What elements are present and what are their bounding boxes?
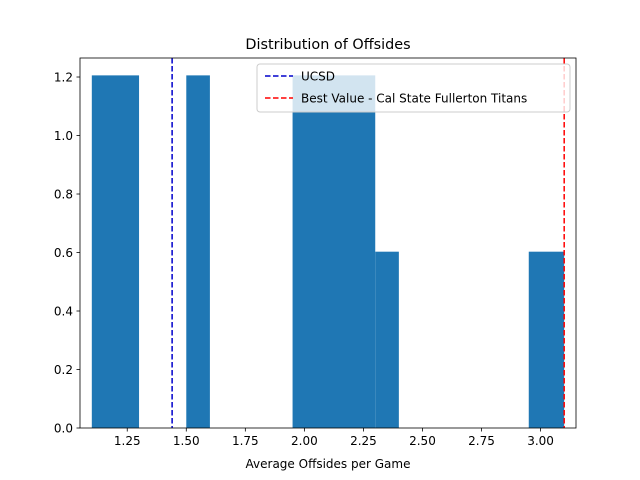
- histogram-bar-5: [375, 251, 399, 428]
- y-axis: 0.0 0.2 0.4 0.6 0.8 1.0 1.2: [54, 71, 80, 436]
- y-tick-label: 1.2: [54, 71, 73, 85]
- histogram-bar-2: [186, 75, 210, 429]
- x-tick-label: 2.25: [350, 434, 377, 448]
- x-tick-label: 2.50: [409, 434, 436, 448]
- x-tick-label: 1.25: [114, 434, 141, 448]
- x-tick-label: 1.75: [232, 434, 259, 448]
- legend-box: [256, 63, 571, 113]
- plot-frame: [79, 57, 577, 429]
- y-tick-label: 0.8: [54, 188, 73, 202]
- x-tick-label: 3.00: [527, 434, 554, 448]
- histogram-bar-4: [292, 75, 376, 429]
- x-tick-label: 2.75: [468, 434, 495, 448]
- y-tick-label: 0.6: [54, 246, 73, 260]
- x-tick-label: 1.50: [173, 434, 200, 448]
- legend-label-1: Best Value - Cal State Fullerton Titans: [301, 92, 527, 106]
- legend-label-0: UCSD: [301, 70, 335, 84]
- x-axis: 1.25 1.50 1.75 2.00 2.25 2.50 2.75 3.00: [114, 428, 554, 448]
- y-tick-label: 0.2: [54, 363, 73, 377]
- x-axis-label: Average Offsides per Game: [246, 457, 411, 471]
- y-tick-label: 0.0: [54, 422, 73, 436]
- x-tick-label: 2.00: [291, 434, 318, 448]
- histogram-bar-0: [91, 75, 140, 429]
- plot-area: [79, 57, 577, 429]
- y-tick-label: 1.0: [54, 129, 73, 143]
- legend: UCSD Best Value - Cal State Fullerton Tit…: [256, 63, 571, 113]
- histogram-bar-7: [528, 251, 565, 428]
- y-tick-label: 0.4: [54, 305, 73, 319]
- chart-title: Distribution of Offsides: [245, 37, 410, 53]
